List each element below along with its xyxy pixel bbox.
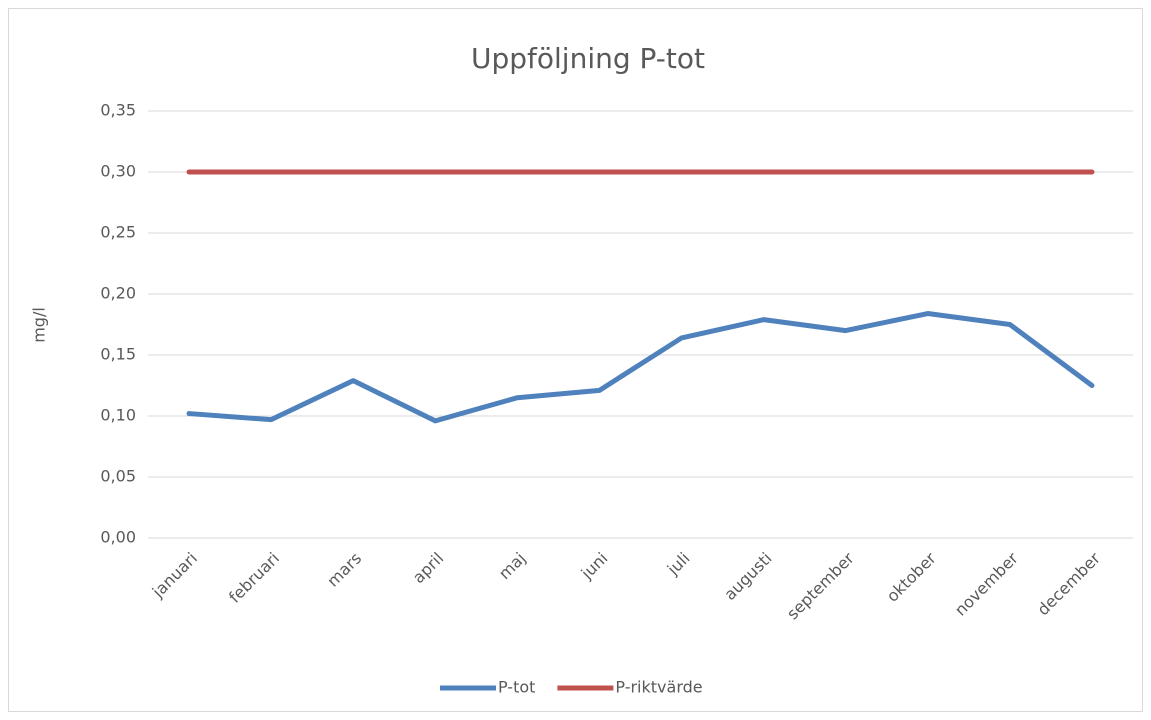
- y-tick-label: 0,15: [100, 345, 136, 364]
- y-tick-label: 0,20: [100, 284, 136, 303]
- chart-title: Uppföljning P-tot: [471, 42, 705, 75]
- y-tick-label: 0,05: [100, 467, 136, 486]
- y-tick-label: 0,30: [100, 162, 136, 181]
- legend-label: P-riktvärde: [615, 678, 702, 697]
- y-tick-label: 0,00: [100, 528, 136, 547]
- y-tick-label: 0,25: [100, 223, 136, 242]
- chart-border: [8, 8, 1143, 712]
- series-line: [186, 311, 1095, 424]
- y-axis-label: mg/l: [30, 307, 49, 343]
- y-tick-label: 0,35: [100, 101, 136, 120]
- legend-label: P-tot: [498, 678, 535, 697]
- y-tick-label: 0,10: [100, 406, 136, 425]
